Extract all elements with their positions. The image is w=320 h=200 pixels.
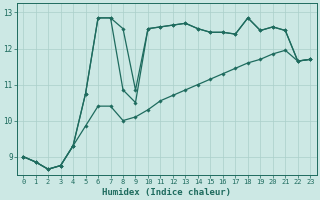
X-axis label: Humidex (Indice chaleur): Humidex (Indice chaleur) [102,188,231,197]
